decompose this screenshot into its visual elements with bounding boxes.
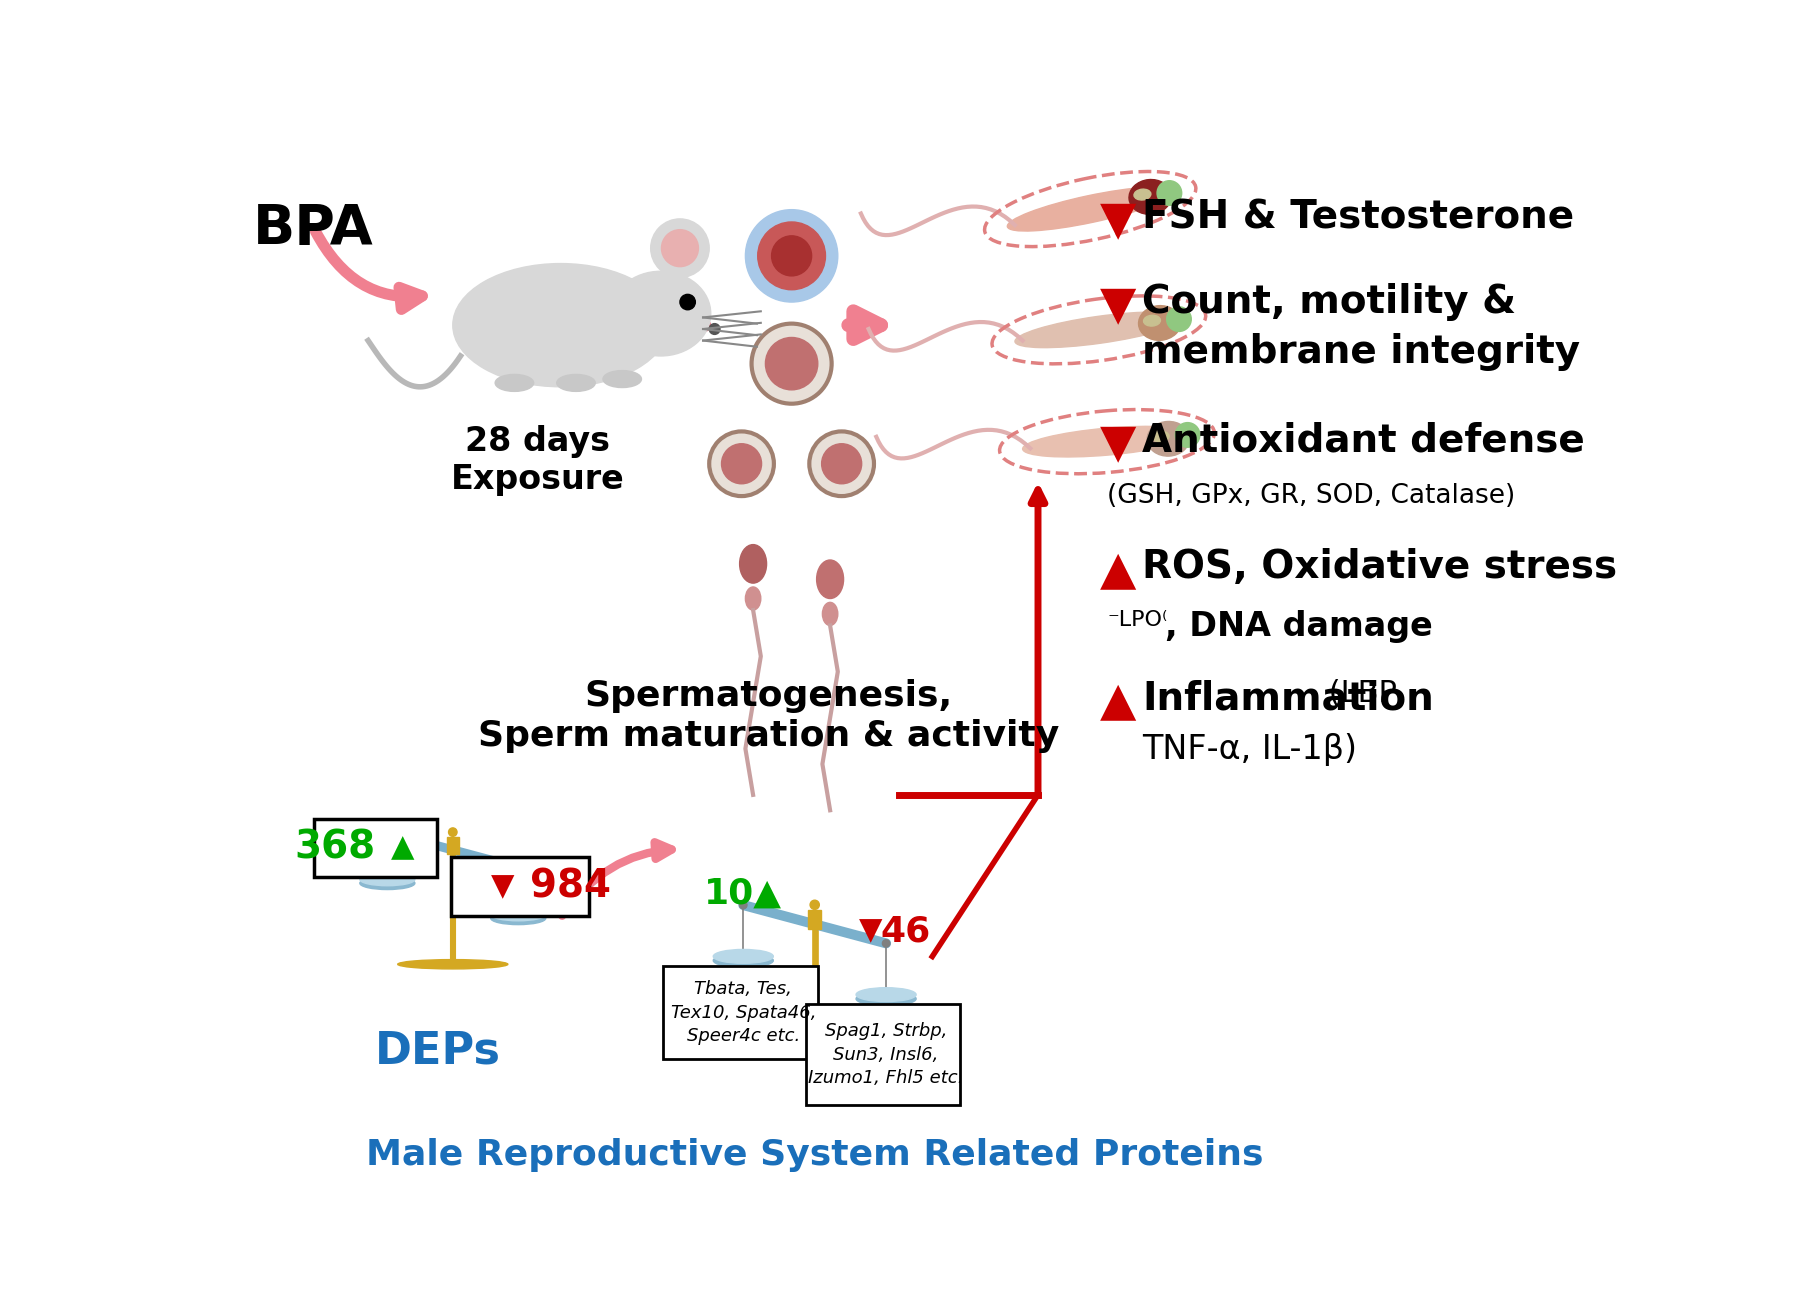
Ellipse shape: [713, 949, 774, 963]
Text: BPA: BPA: [252, 202, 373, 256]
Ellipse shape: [745, 587, 761, 610]
Bar: [446, 837, 459, 854]
Circle shape: [810, 431, 875, 496]
Ellipse shape: [1015, 312, 1183, 348]
Text: ▼: ▼: [859, 916, 882, 945]
Text: Male Reproductive System Related Proteins: Male Reproductive System Related Protein…: [365, 1137, 1264, 1172]
Text: Spermatogenesis,
Sperm maturation & activity: Spermatogenesis, Sperm maturation & acti…: [477, 679, 1058, 753]
Ellipse shape: [360, 877, 414, 889]
Text: DEPs: DEPs: [374, 1029, 500, 1072]
Ellipse shape: [1147, 422, 1190, 456]
Circle shape: [765, 337, 817, 389]
Text: ▲: ▲: [1100, 679, 1136, 724]
Ellipse shape: [857, 988, 916, 1002]
Ellipse shape: [1134, 190, 1150, 200]
Circle shape: [758, 222, 826, 289]
Ellipse shape: [713, 954, 774, 967]
Ellipse shape: [1129, 179, 1172, 214]
Circle shape: [1157, 180, 1183, 205]
Ellipse shape: [454, 263, 668, 387]
Ellipse shape: [796, 1046, 833, 1051]
FancyBboxPatch shape: [806, 1005, 961, 1105]
Circle shape: [709, 323, 720, 335]
Ellipse shape: [491, 909, 545, 920]
Ellipse shape: [823, 602, 837, 626]
Text: ROS, Oxidative stress: ROS, Oxidative stress: [1141, 549, 1616, 587]
Text: ▼: ▼: [1100, 283, 1136, 328]
Circle shape: [745, 210, 837, 302]
Text: 46: 46: [880, 915, 931, 949]
Text: Spag1, Strbp,
Sun3, Insl6,
Izumo1, Fhl5 etc.: Spag1, Strbp, Sun3, Insl6, Izumo1, Fhl5 …: [808, 1022, 963, 1088]
Text: TNF-α, IL-1β): TNF-α, IL-1β): [1141, 733, 1357, 766]
Circle shape: [740, 901, 747, 909]
Ellipse shape: [603, 371, 641, 388]
Ellipse shape: [1139, 305, 1181, 340]
Text: ▼: ▼: [1100, 422, 1136, 466]
Bar: [808, 910, 821, 929]
Circle shape: [772, 236, 812, 276]
Text: ▼: ▼: [1100, 199, 1136, 243]
FancyBboxPatch shape: [315, 819, 437, 877]
Text: 368: 368: [295, 829, 376, 867]
Text: ▼: ▼: [491, 872, 515, 901]
Circle shape: [515, 864, 522, 871]
Circle shape: [383, 829, 391, 836]
Ellipse shape: [610, 271, 711, 356]
Circle shape: [752, 323, 832, 404]
Text: Count, motility &: Count, motility &: [1141, 283, 1516, 321]
Text: FSH & Testosterone: FSH & Testosterone: [1141, 199, 1573, 236]
Text: Antioxidant defense: Antioxidant defense: [1141, 422, 1584, 459]
Ellipse shape: [857, 992, 916, 1006]
Ellipse shape: [398, 959, 508, 968]
Ellipse shape: [448, 846, 457, 853]
Circle shape: [821, 444, 862, 484]
Ellipse shape: [778, 1046, 851, 1053]
Ellipse shape: [491, 912, 545, 924]
Ellipse shape: [1152, 431, 1168, 441]
Text: Inflammation: Inflammation: [1141, 679, 1433, 718]
Circle shape: [650, 219, 709, 278]
Text: 10▲: 10▲: [704, 876, 783, 910]
Circle shape: [680, 295, 695, 310]
Text: ⁻LPO⁽: ⁻LPO⁽: [1107, 610, 1168, 630]
Ellipse shape: [419, 962, 486, 967]
Text: , DNA damage: , DNA damage: [1165, 610, 1433, 643]
Circle shape: [661, 230, 698, 266]
Text: Tbata, Tes,
Tex10, Spata46,
Speer4c etc.: Tbata, Tes, Tex10, Spata46, Speer4c etc.: [671, 980, 815, 1045]
Circle shape: [810, 901, 819, 910]
FancyBboxPatch shape: [662, 966, 817, 1059]
Ellipse shape: [1008, 187, 1174, 231]
Circle shape: [448, 828, 457, 836]
Ellipse shape: [495, 374, 533, 392]
FancyBboxPatch shape: [452, 858, 589, 916]
Text: ▲: ▲: [1100, 549, 1136, 593]
Ellipse shape: [556, 374, 596, 392]
Ellipse shape: [1143, 315, 1161, 326]
Ellipse shape: [740, 545, 767, 583]
Text: (LBP,: (LBP,: [1319, 679, 1406, 709]
Text: membrane integrity: membrane integrity: [1141, 332, 1580, 371]
Ellipse shape: [1022, 426, 1192, 457]
Text: (GSH, GPx, GR, SOD, Catalase): (GSH, GPx, GR, SOD, Catalase): [1107, 483, 1516, 509]
Text: ▲: ▲: [391, 833, 414, 862]
Circle shape: [1166, 306, 1192, 331]
Text: 28 days
Exposure: 28 days Exposure: [450, 426, 625, 496]
Circle shape: [722, 444, 761, 484]
Ellipse shape: [817, 559, 844, 598]
Ellipse shape: [754, 1044, 875, 1054]
Circle shape: [882, 940, 889, 948]
Ellipse shape: [360, 874, 414, 885]
Ellipse shape: [436, 962, 470, 967]
Circle shape: [1175, 423, 1201, 448]
Circle shape: [709, 431, 774, 496]
Ellipse shape: [810, 920, 821, 928]
Text: 984: 984: [529, 867, 610, 906]
